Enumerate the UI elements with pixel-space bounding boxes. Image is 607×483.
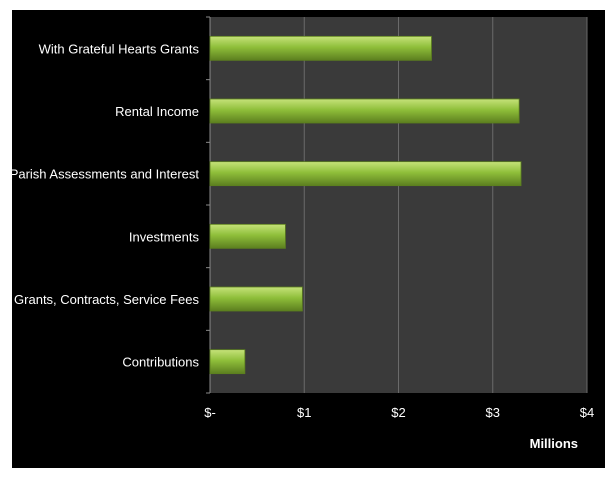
x-tick-label: $- (204, 405, 216, 420)
x-tick-labels: $- $1 $2 $3 $4 (204, 405, 594, 420)
bar (209, 98, 520, 124)
gridlines (206, 16, 588, 394)
chart-frame: With Grateful Hearts Grants Rental Income… (12, 10, 605, 468)
x-tick-label: $3 (486, 405, 500, 420)
x-tick-label: $2 (391, 405, 405, 420)
bar (209, 349, 246, 375)
bar (209, 35, 432, 61)
bar (209, 161, 522, 187)
x-tick-label: $1 (297, 405, 311, 420)
category-label: Contributions (122, 355, 199, 370)
x-tick-label: $4 (580, 405, 594, 420)
bars (209, 35, 522, 375)
category-labels: With Grateful Hearts Grants Rental Income… (12, 41, 199, 369)
revenue-bar-chart: With Grateful Hearts Grants Rental Income… (12, 16, 594, 451)
category-label: Grants, Contracts, Service Fees (14, 292, 199, 307)
category-label: Investments (129, 229, 200, 244)
category-label: With Grateful Hearts Grants (39, 41, 200, 56)
bar (209, 223, 286, 249)
category-label: Rental Income (115, 104, 199, 119)
bar (209, 286, 303, 312)
category-label: Parish Assessments and Interest (12, 167, 199, 182)
x-axis-unit-label: Millions (530, 436, 578, 451)
